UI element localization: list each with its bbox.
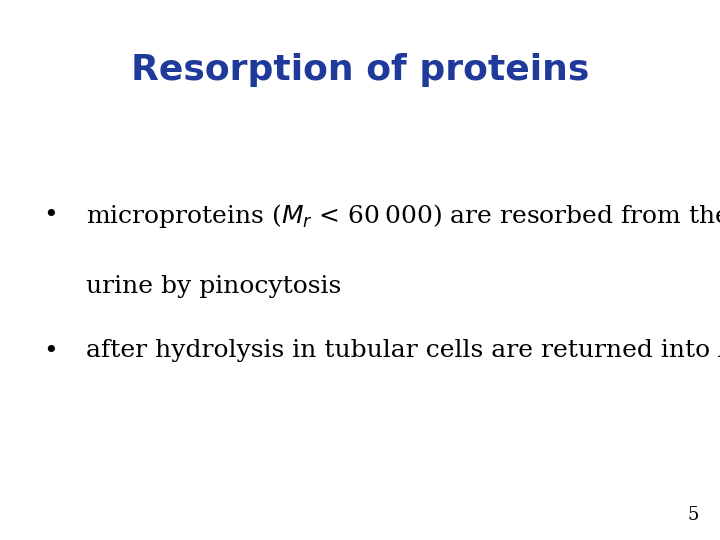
Text: microproteins ($M_r$ < 60 000) are resorbed from the primary: microproteins ($M_r$ < 60 000) are resor… (86, 202, 720, 230)
Text: •: • (43, 205, 58, 227)
Text: Resorption of proteins: Resorption of proteins (131, 53, 589, 87)
Text: 5: 5 (687, 506, 698, 524)
Text: after hydrolysis in tubular cells are returned into AA pool: after hydrolysis in tubular cells are re… (86, 340, 720, 362)
Text: •: • (43, 340, 58, 362)
Text: urine by pinocytosis: urine by pinocytosis (86, 275, 342, 298)
